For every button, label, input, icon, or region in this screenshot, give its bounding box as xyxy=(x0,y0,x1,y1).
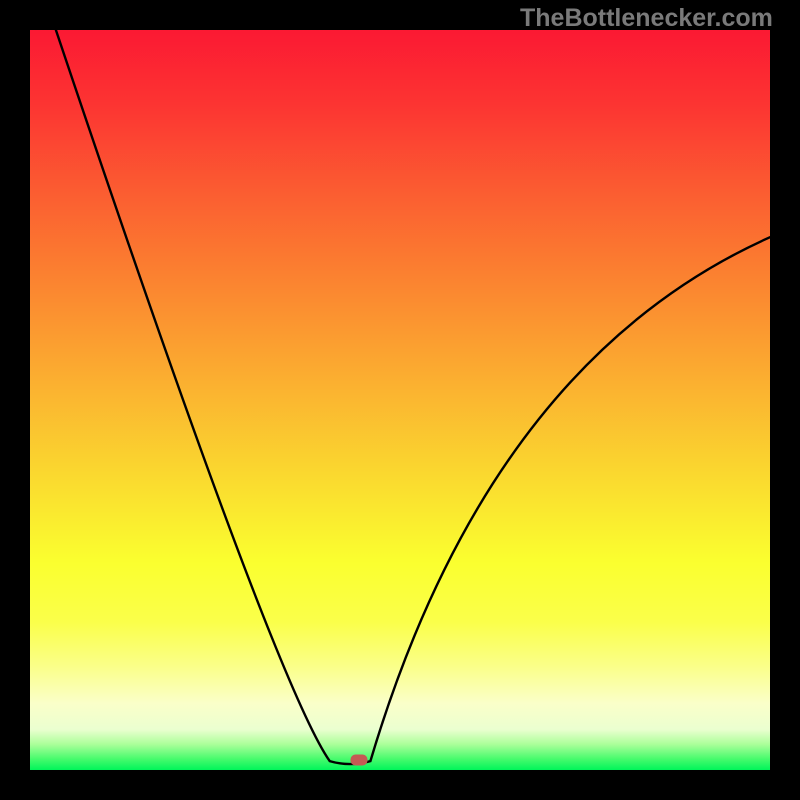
optimum-marker xyxy=(351,754,368,765)
plot-area xyxy=(30,30,770,770)
bottleneck-curve xyxy=(30,30,770,770)
watermark-text: TheBottlenecker.com xyxy=(520,4,773,33)
